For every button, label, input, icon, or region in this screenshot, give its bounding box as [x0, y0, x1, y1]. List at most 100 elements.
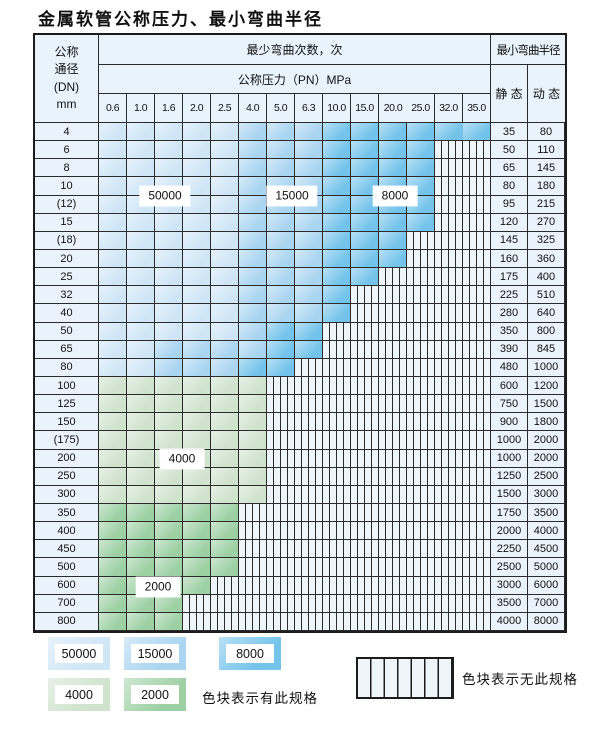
no-spec-cell: [463, 558, 491, 577]
static-radius-cell: 175: [491, 268, 528, 287]
spec-cell-4000: [127, 449, 155, 468]
spec-cell-4000: [211, 431, 239, 450]
no-spec-cell: [211, 594, 239, 613]
spec-cell-50000: [127, 304, 155, 323]
static-radius-cell: 80: [491, 177, 528, 196]
dn-header-line: 通径: [54, 62, 79, 77]
dynamic-radius-cell: 4500: [528, 540, 565, 559]
no-spec-cell: [379, 485, 407, 504]
static-radius-cell: 1250: [491, 467, 528, 486]
spec-cell-50000: [183, 268, 211, 287]
spec-cell-2000: [127, 503, 155, 523]
no-spec-cell: [351, 340, 379, 359]
spec-cell-4000: [155, 485, 183, 504]
spec-cell-8000: [407, 213, 435, 232]
spec-cell-8000: [463, 123, 491, 142]
spec-cell-8000: [323, 177, 351, 196]
no-spec-cell: [379, 612, 407, 631]
legend-has-spec-text: 色块表示有此规格: [202, 691, 318, 706]
no-spec-cell: [239, 612, 267, 631]
spec-cell-8000: [323, 195, 351, 214]
no-spec-cell: [351, 467, 379, 486]
no-spec-cell: [407, 231, 435, 250]
spec-cell-4000: [183, 485, 211, 504]
no-spec-cell: [435, 485, 463, 504]
spec-cell-15000: [267, 213, 295, 232]
dn-cell: 700: [35, 594, 99, 613]
pressure-col-header: 5.0: [267, 94, 295, 123]
no-spec-cell: [295, 467, 323, 486]
spec-cell-2000: [183, 558, 211, 577]
dn-cell: 500: [35, 558, 99, 577]
spec-cell-8000: [323, 231, 351, 250]
no-spec-cell: [295, 395, 323, 414]
spec-cell-8000: [351, 141, 379, 160]
spec-cell-2000: [211, 558, 239, 577]
no-spec-cell: [463, 395, 491, 414]
legend-swatch-label: 15000: [131, 644, 179, 663]
spec-cell-15000: [239, 195, 267, 214]
spec-cell-8000: [351, 177, 379, 196]
spec-cell-4000: [99, 467, 127, 486]
no-spec-cell: [407, 286, 435, 305]
spec-cell-15000: [295, 286, 323, 305]
spec-cell-4000: [183, 467, 211, 486]
dynamic-radius-cell: 1000: [528, 358, 565, 377]
spec-cell-8000: [407, 123, 435, 142]
spec-cell-8000: [379, 231, 407, 250]
no-spec-cell: [379, 503, 407, 523]
spec-table: 公称 通径 (DN) mm 最少弯曲次数，次 最小弯曲半径 公称压力（PN）MP…: [33, 33, 567, 633]
no-spec-cell: [351, 540, 379, 559]
no-spec-cell: [379, 322, 407, 341]
dynamic-radius-cell: 6000: [528, 576, 565, 595]
dynamic-radius-cell: 640: [528, 304, 565, 323]
spec-cell-8000: [323, 249, 351, 269]
spec-cell-4000: [155, 395, 183, 414]
spec-cell-50000: [127, 268, 155, 287]
spec-cell-15000: [295, 231, 323, 250]
no-spec-cell: [463, 503, 491, 523]
static-radius-cell: 350: [491, 322, 528, 341]
no-spec-cell: [323, 522, 351, 541]
spec-cell-50000: [155, 213, 183, 232]
spec-cell-15000: [239, 177, 267, 196]
legend-hatch-box: [356, 657, 454, 699]
static-column-header: 静 态: [491, 65, 528, 123]
spec-cell-50000: [127, 213, 155, 232]
no-spec-cell: [267, 594, 295, 613]
legend-swatch-label: 2000: [131, 685, 179, 704]
dynamic-radius-cell: 2000: [528, 449, 565, 468]
spec-cell-4000: [211, 413, 239, 432]
spec-cell-50000: [127, 123, 155, 142]
spec-cell-50000: [211, 231, 239, 250]
spec-cell-50000: [99, 231, 127, 250]
no-spec-cell: [267, 612, 295, 631]
no-spec-cell: [435, 358, 463, 377]
no-spec-cell: [323, 576, 351, 595]
no-spec-cell: [295, 522, 323, 541]
no-spec-cell: [379, 395, 407, 414]
no-spec-cell: [323, 594, 351, 613]
no-spec-cell: [295, 376, 323, 396]
no-spec-cell: [407, 540, 435, 559]
no-spec-cell: [435, 431, 463, 450]
spec-cell-2000: [155, 503, 183, 523]
no-spec-cell: [463, 159, 491, 178]
spec-cell-8000: [323, 213, 351, 232]
no-spec-cell: [463, 594, 491, 613]
no-spec-cell: [323, 612, 351, 631]
no-spec-cell: [379, 540, 407, 559]
static-radius-cell: 750: [491, 395, 528, 414]
spec-cell-4000: [211, 485, 239, 504]
no-spec-cell: [407, 558, 435, 577]
no-spec-cell: [435, 159, 463, 178]
spec-cell-15000: [211, 358, 239, 377]
dn-cell: 40: [35, 304, 99, 323]
spec-cell-4000: [239, 449, 267, 468]
pressure-col-header: 2.0: [183, 94, 211, 123]
no-spec-cell: [379, 576, 407, 595]
spec-cell-8000: [379, 213, 407, 232]
no-spec-cell: [323, 413, 351, 432]
no-spec-cell: [407, 467, 435, 486]
spec-cell-50000: [99, 177, 127, 196]
